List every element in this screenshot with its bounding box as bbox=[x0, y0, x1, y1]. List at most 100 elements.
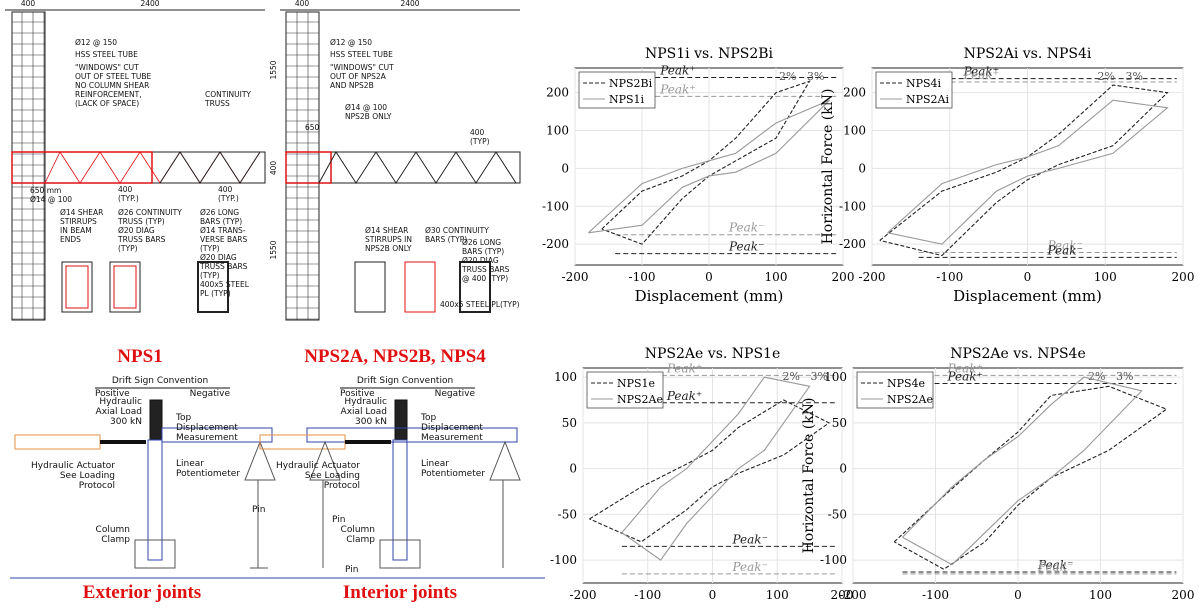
nps1-drawing bbox=[5, 9, 266, 321]
note: NPS2B ONLY bbox=[365, 244, 412, 253]
drift-label: 3% bbox=[1126, 70, 1143, 83]
drawing-label: NPS1 bbox=[117, 346, 162, 367]
note: Linear bbox=[176, 459, 204, 469]
note: Ø20 DIAG bbox=[462, 256, 499, 265]
hysteresis-curve bbox=[621, 376, 811, 561]
note: Ø12 @ 150 bbox=[330, 38, 372, 47]
y-tick-label: -100 bbox=[542, 199, 569, 213]
drift-label: 2% bbox=[783, 370, 800, 383]
note: Protocol bbox=[324, 481, 360, 491]
x-tick-label: -200 bbox=[570, 588, 597, 602]
note: Negative bbox=[435, 389, 476, 399]
note: Ø14 @ 100 bbox=[30, 195, 72, 204]
y-tick-label: 100 bbox=[546, 124, 569, 138]
plot: -200 -100 0 100 200 -100 -50 0 50 100 NPS2Ae vs. N… bbox=[801, 346, 1194, 602]
x-tick-label: 0 bbox=[1014, 588, 1022, 602]
note: (TYP.) bbox=[118, 194, 139, 203]
note: Linear bbox=[421, 459, 449, 469]
note: ENDS bbox=[60, 235, 81, 244]
note: Hydraulic bbox=[344, 397, 387, 407]
x-tick-label: -100 bbox=[634, 588, 661, 602]
note: Potentiometer bbox=[176, 469, 240, 479]
legend: NPS2Bi NPS1i bbox=[578, 71, 656, 109]
x-tick-label: -100 bbox=[629, 270, 656, 284]
note: Displacement bbox=[421, 423, 483, 433]
note: Ø14 SHEAR bbox=[60, 208, 103, 217]
note: HSS STEEL TUBE bbox=[75, 50, 138, 59]
note: (TYP) bbox=[200, 271, 220, 280]
note: REINFORCEMENT, bbox=[75, 90, 142, 99]
note: 400 bbox=[269, 161, 278, 176]
note: OUT OF STEEL TUBE bbox=[75, 72, 152, 81]
nps1-labels: 400 2400 Ø12 @ 150 HSS STEEL TUBE "WINDOWS" … bbox=[21, 0, 252, 367]
note: Hydraulic bbox=[99, 397, 142, 407]
note: BARS (TYP) bbox=[462, 247, 504, 256]
y-tick-label: 100 bbox=[843, 124, 866, 138]
note: Negative bbox=[190, 389, 231, 399]
peak-label: Peak⁺ bbox=[963, 68, 999, 82]
y-tick-label: 200 bbox=[843, 86, 866, 100]
note: 650 bbox=[305, 123, 320, 132]
note: Pin bbox=[252, 505, 265, 515]
peak-label: Peak⁺ bbox=[666, 361, 702, 375]
y-tick-label: 100 bbox=[554, 370, 577, 384]
x-tick-label: 100 bbox=[1089, 588, 1112, 602]
y-tick-label: -200 bbox=[839, 237, 866, 251]
exterior-labels: Drift Sign Convention Positive Negative Hyd… bbox=[31, 376, 265, 603]
x-tick-label: 200 bbox=[831, 588, 854, 602]
legend-label: NPS2Ae bbox=[617, 393, 663, 406]
note: See Loading bbox=[305, 471, 360, 481]
drift-label: 2% bbox=[1098, 70, 1115, 83]
peak-label: Peak⁺ bbox=[947, 361, 983, 375]
note: PL (TYP) bbox=[200, 289, 231, 298]
x-tick-label: -200 bbox=[859, 270, 886, 284]
drift-label: 2% bbox=[1088, 370, 1105, 383]
note: 2400 bbox=[400, 0, 419, 8]
interior-setup bbox=[255, 387, 545, 579]
note: STIRRUPS bbox=[60, 217, 97, 226]
note: Ø26 LONG bbox=[462, 238, 501, 247]
y-tick-label: 200 bbox=[546, 86, 569, 100]
legend-label: NPS4i bbox=[906, 77, 942, 90]
note: Top bbox=[175, 413, 191, 423]
note: NO COLUMN SHEAR bbox=[75, 81, 149, 90]
note: Ø14 SHEAR bbox=[365, 226, 408, 235]
x-tick-label: 100 bbox=[1094, 270, 1117, 284]
note: Hydraulic Actuator bbox=[31, 461, 115, 471]
peak-label: Peak⁺ bbox=[947, 370, 983, 384]
y-tick-label: -200 bbox=[542, 237, 569, 251]
note: IN BEAM bbox=[60, 226, 92, 235]
drawing-label: NPS2A, NPS2B, NPS4 bbox=[304, 346, 486, 367]
chart-title: NPS2Ai vs. NPS4i bbox=[964, 46, 1092, 62]
plot: -200 -100 0 100 200 -200 -100 0 100 200 NPS1i vs. … bbox=[542, 46, 854, 305]
note: AND NPS2B bbox=[330, 81, 374, 90]
legend: NPS4e NPS2Ae bbox=[856, 371, 934, 409]
y-tick-label: 100 bbox=[824, 370, 847, 384]
note: Pin bbox=[345, 565, 358, 575]
note: Clamp bbox=[101, 535, 130, 545]
legend-box bbox=[856, 371, 934, 409]
hysteresis-curve bbox=[589, 399, 831, 543]
note: Axial Load bbox=[96, 407, 142, 417]
y-tick-label: -50 bbox=[828, 507, 847, 521]
note: Measurement bbox=[176, 433, 238, 443]
note: 2400 bbox=[140, 0, 159, 8]
y-tick-label: 0 bbox=[839, 462, 847, 476]
x-tick-label: -100 bbox=[922, 588, 949, 602]
x-tick-label: 200 bbox=[1172, 270, 1195, 284]
note: Hydraulic Actuator bbox=[276, 461, 360, 471]
note: "WINDOWS" CUT bbox=[330, 63, 394, 72]
drift-label: 3% bbox=[1116, 370, 1133, 383]
note: Ø20 DIAG bbox=[118, 226, 155, 235]
legend: NPS1e NPS2Ae bbox=[586, 371, 664, 409]
note: Ø12 @ 150 bbox=[75, 38, 117, 47]
peak-label: Peak⁻ bbox=[732, 560, 768, 574]
note: Column bbox=[341, 525, 375, 535]
note: (TYP.) bbox=[218, 194, 239, 203]
peak-label: Peak⁺ bbox=[963, 65, 999, 79]
note: Positive bbox=[95, 389, 130, 399]
note: HSS STEEL TUBE bbox=[330, 50, 393, 59]
hysteresis-curve bbox=[879, 84, 1169, 257]
peak-label: Peak⁻ bbox=[1047, 238, 1083, 252]
